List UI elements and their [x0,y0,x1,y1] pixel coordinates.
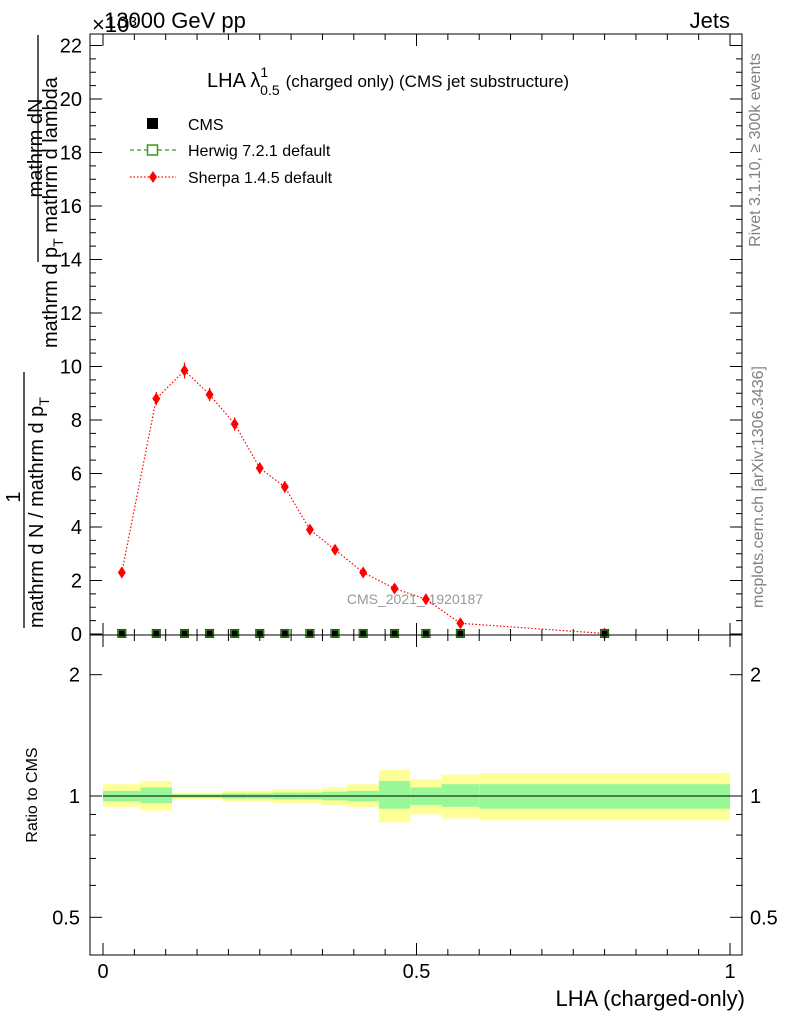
cms-point [180,628,190,638]
cms-point [230,628,240,638]
exponent-label: ×10³ [92,12,137,37]
sherpa-point [230,418,239,431]
main-panel: 0 2 4 6 8 10 12 14 16 18 20 22 CMS_2021_I1920187 LH… [3,33,743,646]
x-axis-label: LHA (charged-only) [555,986,745,1011]
herwig-point [180,629,189,638]
ratio-panel: 0.5 0.51 12 2 0 0.5 1 Ratio to CMS LHA (charg… [24,634,778,1011]
ratio-y-tick-label: 0.5 [52,907,80,929]
sherpa-line [121,369,605,635]
mcplots-label: mcplots.cern.ch [arXiv:1306.3436] [750,366,767,608]
ratio-x-axis: 0 0.5 1 [97,635,736,983]
ratio-inner-band [378,780,411,809]
cms-point [330,628,340,638]
ratio-y-tick-label: 2 [69,665,80,687]
sherpa-point [305,523,314,536]
sherpa-point [255,462,264,475]
ylabel-prefactor-numerator: 1 [3,491,25,502]
ratio-y-axis: 0.5 0.5 1 1 2 2 [52,665,778,930]
y-tick-label: 4 [71,517,82,539]
main-y-axis: 0 2 4 6 8 10 12 14 16 18 20 22 [60,36,742,646]
herwig-point [280,629,289,638]
ratio-y-tick-label-right: 2 [750,665,761,687]
legend-marker-cms [147,118,158,129]
y-tick-label: 2 [71,571,82,593]
x-tick-label: 0.5 [403,961,431,983]
herwig-point [359,629,368,638]
ratio-inner-band [441,784,480,807]
cms-point [390,628,400,638]
sherpa-point [152,392,161,405]
watermark: CMS_2021_I1920187 [347,591,483,607]
title-rest: (charged only) (CMS jet substructure) [286,72,569,91]
ratio-y-axis-label: Ratio to CMS [24,747,41,842]
herwig-point [205,629,214,638]
energy-label: 13000 GeV pp [104,8,246,33]
cms-point [600,628,610,638]
title-main: LHA λ [207,70,260,92]
sherpa-point [359,566,368,579]
ratio-inner-band [140,787,172,804]
series-sherpa [117,362,609,640]
y-tick-label: 20 [60,89,82,111]
main-y-axis-label: mathrm dN mathrm d pT mathrm d lambda 1 … [3,35,66,628]
ylabel-denominator: mathrm d pT mathrm d lambda [40,76,66,348]
sherpa-point [205,388,214,401]
y-tick-label: 10 [60,357,82,379]
y-tick-label: 22 [60,36,82,58]
cms-point [358,628,368,638]
sherpa-point [390,582,399,595]
legend-label-sherpa: Sherpa 1.4.5 default [188,170,333,187]
y-tick-label: 12 [60,303,82,325]
sherpa-point [280,480,289,493]
ylabel-numerator: mathrm dN [25,99,47,198]
x-tick-label: 1 [724,961,735,983]
herwig-point [456,629,465,638]
y-tick-label: 14 [60,250,82,272]
legend-marker-herwig [146,144,159,156]
herwig-point [305,629,315,638]
x-tick-label: 0 [97,961,108,983]
y-tick-label: 8 [71,410,82,432]
title-sub: 0.5 [260,82,280,98]
main-x-ticks [102,34,731,635]
legend-label-cms: CMS [188,117,224,134]
herwig-point [152,629,161,638]
series-cms [117,628,610,638]
legend-label-herwig: Herwig 7.2.1 default [188,143,331,160]
herwig-point [330,629,340,638]
ylabel-prefactor-denominator: mathrm d N / mathrm d pT [26,397,52,628]
ratio-y-tick-label: 1 [69,786,80,808]
ratio-y-tick-label-right: 0.5 [750,907,778,929]
y-tick-label: 18 [60,143,82,165]
legend: CMS Herwig 7.2.1 default Sherpa 1.4.5 de… [130,117,333,187]
herwig-point [421,629,431,638]
y-tick-label: 6 [71,464,82,486]
title-sup: 1 [260,64,268,80]
cms-point [117,628,127,638]
category-label: Jets [690,8,730,33]
herwig-point [230,629,239,638]
legend-marker-sherpa [149,171,157,183]
cms-point [151,628,161,638]
herwig-point [117,629,126,638]
cms-point [280,628,290,638]
cms-point [455,628,465,638]
sherpa-point [180,364,189,377]
sherpa-point [456,617,465,630]
sherpa-point [330,543,339,556]
y-tick-label: 0 [71,624,82,646]
cms-point [305,628,315,638]
herwig-point [390,629,399,638]
cms-point [421,628,431,638]
rivet-label: Rivet 3.1.10, ≥ 300k events [747,53,764,247]
y-tick-label: 16 [60,196,82,218]
sherpa-point [117,566,126,579]
cms-point [255,628,265,638]
chart-title: LHA λ1 0.5 (charged only) (CMS jet substru… [207,64,569,98]
ratio-y-tick-label-right: 1 [750,786,761,808]
sherpa-point [421,593,430,606]
cms-point [205,628,215,638]
